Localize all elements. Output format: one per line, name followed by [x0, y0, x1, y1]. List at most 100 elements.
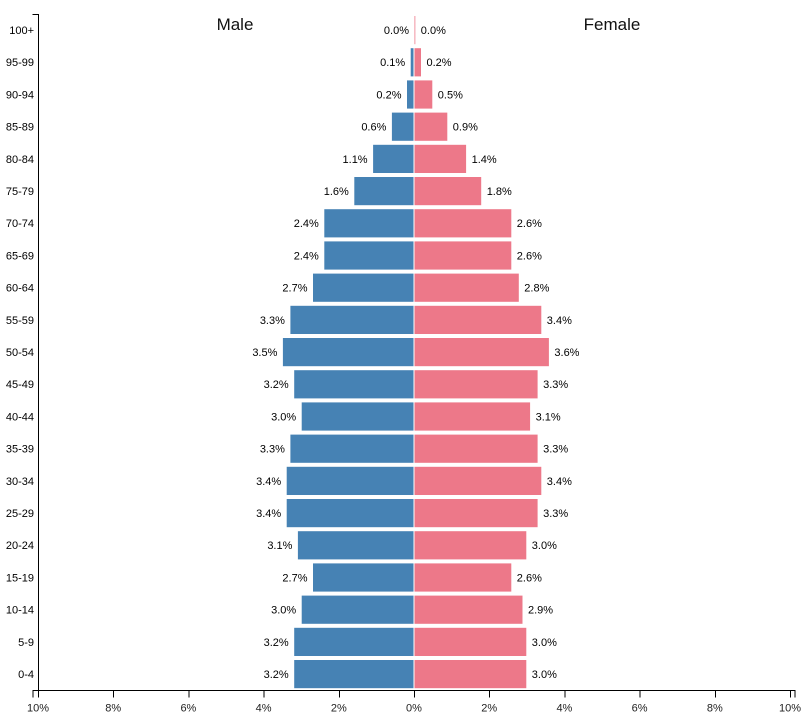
- x-axis-tick-label-8: 6%: [632, 703, 648, 715]
- bar-male-80-84: [372, 143, 415, 175]
- bar-female-75-79: [413, 176, 483, 207]
- bar-female-65-69: [413, 240, 513, 271]
- age-label-55-59: 55-59: [6, 315, 34, 327]
- bar-male-50-54: [281, 337, 415, 368]
- bar-female-25-29: [413, 498, 539, 529]
- value-label-male-60-64: 2.7%: [282, 283, 307, 295]
- bar-male-10-14: [300, 594, 415, 625]
- bar-female-90-94: [413, 79, 434, 110]
- value-label-female-70-74: 2.6%: [517, 218, 542, 230]
- age-label-75-79: 75-79: [6, 186, 34, 198]
- value-label-female-30-34: 3.4%: [547, 476, 572, 488]
- value-label-female-65-69: 2.6%: [517, 250, 542, 262]
- value-label-male-55-59: 3.3%: [260, 315, 285, 327]
- x-axis-tick-label-9: 8%: [707, 703, 723, 715]
- bar-male-75-79: [353, 176, 415, 207]
- male-title: Male: [217, 15, 254, 34]
- bar-male-25-29: [285, 498, 415, 529]
- value-label-female-20-24: 3.0%: [532, 540, 557, 552]
- bar-female-50-54: [413, 337, 550, 368]
- bar-male-20-24: [296, 530, 415, 561]
- x-axis-tick-label-10: 10%: [779, 703, 801, 715]
- value-label-female-45-49: 3.3%: [543, 379, 568, 391]
- female-bars-group: [413, 15, 550, 690]
- x-axis: 10% 8% 6% 4% 2% 0% 2% 4% 6% 8% 10%: [27, 690, 801, 715]
- bar-female-0-4: [413, 659, 528, 690]
- age-label-85-89: 85-89: [6, 122, 34, 134]
- age-label-80-84: 80-84: [6, 154, 34, 166]
- bar-male-5-9: [293, 626, 415, 657]
- value-label-male-5-9: 3.2%: [264, 637, 289, 649]
- age-label-95-99: 95-99: [6, 57, 34, 69]
- value-label-female-35-39: 3.3%: [543, 444, 568, 456]
- bar-male-70-74: [323, 208, 415, 239]
- value-label-male-45-49: 3.2%: [264, 379, 289, 391]
- value-label-female-5-9: 3.0%: [532, 637, 557, 649]
- age-label-40-44: 40-44: [6, 411, 34, 423]
- bar-female-30-34: [413, 465, 543, 496]
- bar-female-85-89: [413, 111, 449, 142]
- age-label-90-94: 90-94: [6, 89, 34, 101]
- value-label-female-15-19: 2.6%: [517, 572, 542, 584]
- y-axis: 100+ 95-99 90-94 85-89 80-84 75-79 70-74 65-69 6…: [6, 14, 39, 691]
- bar-female-95-99: [413, 47, 422, 78]
- bar-male-15-19: [312, 562, 415, 593]
- value-label-female-100plus: 0.0%: [421, 25, 446, 37]
- bar-male-40-44: [300, 401, 415, 432]
- bar-female-40-44: [413, 401, 532, 432]
- x-axis-tick-label-3: 4%: [256, 703, 272, 715]
- value-label-male-40-44: 3.0%: [271, 411, 296, 423]
- y-axis-line: [32, 14, 39, 691]
- bar-female-35-39: [413, 433, 539, 464]
- x-axis-tick-label-2: 6%: [180, 703, 196, 715]
- value-label-male-20-24: 3.1%: [267, 540, 292, 552]
- value-label-female-25-29: 3.3%: [543, 508, 568, 520]
- bar-female-45-49: [413, 369, 539, 400]
- age-label-45-49: 45-49: [6, 379, 34, 391]
- value-label-male-15-19: 2.7%: [282, 572, 307, 584]
- bar-female-5-9: [413, 626, 528, 657]
- bar-male-95-99: [409, 47, 415, 78]
- value-label-male-65-69: 2.4%: [294, 250, 319, 262]
- bar-male-45-49: [293, 369, 415, 400]
- bar-male-35-39: [289, 433, 415, 464]
- value-label-male-85-89: 0.6%: [361, 122, 386, 134]
- age-label-60-64: 60-64: [6, 283, 34, 295]
- value-label-male-100plus: 0.0%: [384, 25, 409, 37]
- value-label-female-40-44: 3.1%: [536, 411, 561, 423]
- value-label-female-50-54: 3.6%: [554, 347, 579, 359]
- bar-male-0-4: [293, 659, 415, 690]
- bar-male-30-34: [285, 465, 415, 496]
- value-label-female-10-14: 2.9%: [528, 605, 553, 617]
- age-label-50-54: 50-54: [6, 347, 34, 359]
- age-label-10-14: 10-14: [6, 605, 34, 617]
- age-label-25-29: 25-29: [6, 508, 34, 520]
- value-label-male-30-34: 3.4%: [256, 476, 281, 488]
- value-label-male-90-94: 0.2%: [376, 89, 401, 101]
- bar-male-65-69: [323, 240, 415, 271]
- value-label-male-75-79: 1.6%: [324, 186, 349, 198]
- value-label-male-70-74: 2.4%: [294, 218, 319, 230]
- value-label-female-95-99: 0.2%: [427, 57, 452, 69]
- value-label-female-90-94: 0.5%: [438, 89, 463, 101]
- bar-male-90-94: [406, 79, 415, 110]
- value-label-male-0-4: 3.2%: [264, 669, 289, 681]
- bar-female-10-14: [413, 594, 524, 625]
- value-label-female-85-89: 0.9%: [453, 122, 478, 134]
- age-label-20-24: 20-24: [6, 540, 34, 552]
- value-label-female-75-79: 1.8%: [487, 186, 512, 198]
- value-label-male-35-39: 3.3%: [260, 444, 285, 456]
- age-label-65-69: 65-69: [6, 250, 34, 262]
- bar-male-85-89: [390, 111, 415, 142]
- age-label-15-19: 15-19: [6, 572, 34, 584]
- x-axis-tick-label-6: 2%: [481, 703, 497, 715]
- bar-female-100plus: [413, 15, 417, 46]
- male-bars-group: [281, 47, 415, 690]
- age-label-100plus: 100+: [9, 25, 34, 37]
- female-title: Female: [584, 15, 641, 34]
- x-axis-tick-label-4: 2%: [331, 703, 347, 715]
- value-label-female-55-59: 3.4%: [547, 315, 572, 327]
- bar-female-15-19: [413, 562, 513, 593]
